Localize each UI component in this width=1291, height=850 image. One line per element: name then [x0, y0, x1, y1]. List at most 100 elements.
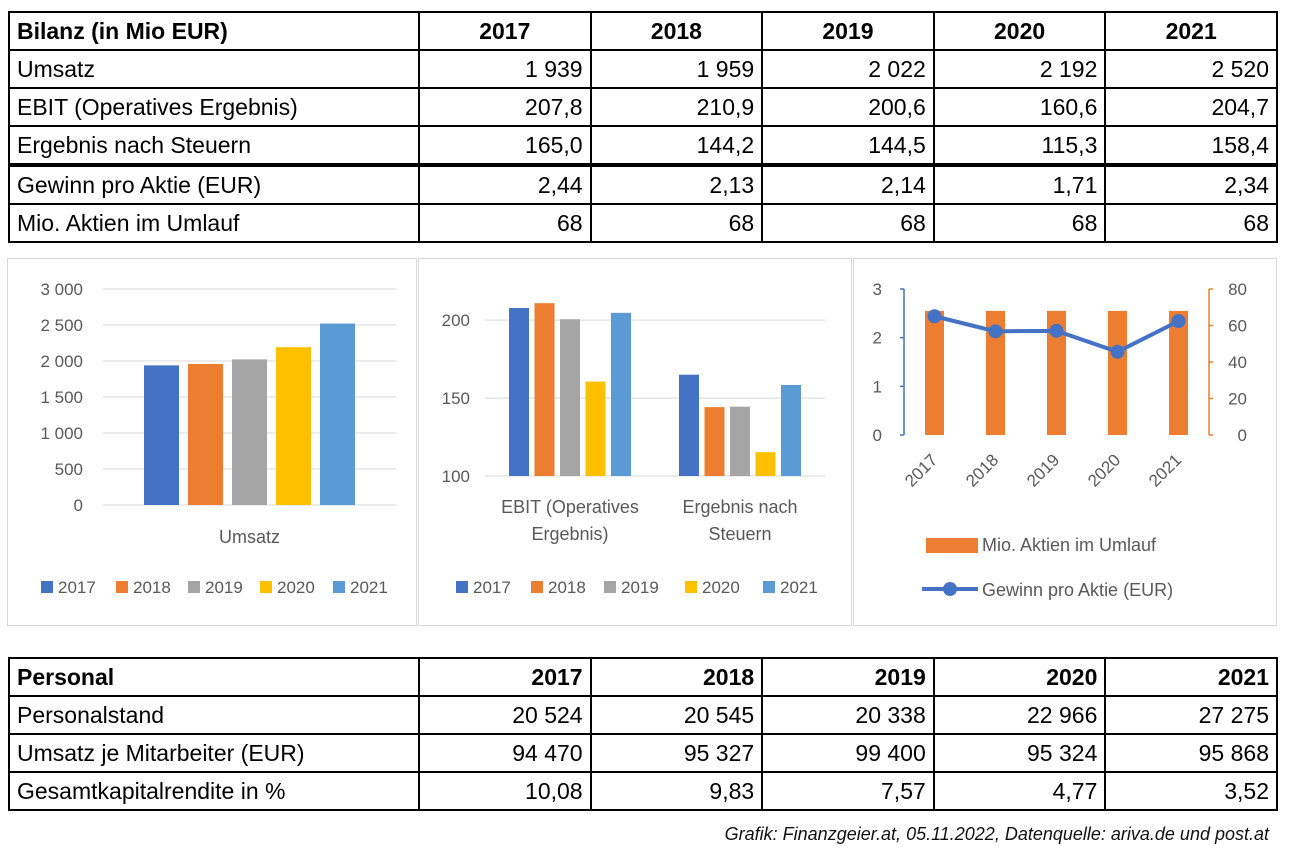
y-tick-label: 0: [1238, 426, 1247, 445]
table-row: EBIT (Operatives Ergebnis) 207,8 210,9 2…: [8, 87, 1278, 127]
y-tick-label: 80: [1228, 280, 1247, 299]
table-header-cell: 2021: [1104, 657, 1278, 697]
x-category-label: Ergebnis nach: [682, 497, 797, 517]
y-tick-label: 0: [873, 426, 882, 445]
table-cell: 68: [932, 203, 1107, 243]
table-cell: 10,08: [418, 771, 592, 811]
table-cell: 2,44: [418, 163, 592, 205]
y-tick-label: 1 000: [40, 424, 83, 443]
table-header-cell: 2017: [418, 11, 592, 51]
table-cell: 160,6: [932, 87, 1107, 127]
table-cell: 2 022: [761, 49, 935, 89]
legend-swatch: [456, 581, 468, 593]
table-cell: 200,6: [761, 87, 935, 127]
table-header-cell: 2020: [932, 11, 1107, 51]
table-header-cell: 2017: [418, 657, 592, 697]
table-cell: 1 939: [418, 49, 592, 89]
umsatz-chart-panel: 0 500 1 000 1 500 2 000 2 500 3 000 Umsatz 2017 2…: [7, 258, 417, 626]
bar: [1047, 310, 1066, 435]
x-tick-label: 2019: [1023, 450, 1063, 490]
x-tick-label: 2018: [962, 450, 1002, 490]
table-cell: 20 545: [589, 695, 764, 735]
table-cell: 2 520: [1104, 49, 1278, 89]
legend-swatch: [260, 581, 272, 593]
table-cell: 68: [418, 203, 592, 243]
bar: [232, 359, 267, 505]
bar: [730, 406, 750, 476]
legend-swatch: [685, 581, 697, 593]
legend-swatch: [763, 581, 775, 593]
legend-marker: [943, 582, 957, 596]
table-cell: 95 868: [1104, 733, 1278, 773]
table-cell: 95 324: [932, 733, 1107, 773]
table-header-row: Bilanz (in Mio EUR) 2017 2018 2019 2020 …: [8, 11, 1278, 51]
bar: [188, 363, 223, 505]
row-label: Personalstand: [8, 695, 420, 735]
table-cell: 68: [1104, 203, 1278, 243]
table-row: Personalstand 20 524 20 545 20 338 22 96…: [8, 695, 1278, 735]
y-tick-label: 150: [442, 389, 470, 408]
bar: [276, 347, 311, 505]
bar: [781, 384, 801, 476]
table-cell: 4,77: [932, 771, 1107, 811]
row-label: Umsatz: [8, 49, 420, 89]
x-tick-label: 2017: [901, 450, 941, 490]
table-cell: 3,52: [1104, 771, 1278, 811]
bar: [1108, 310, 1127, 435]
table-cell: 94 470: [418, 733, 592, 773]
table-cell: 144,2: [589, 125, 764, 166]
y-tick-label: 3 000: [40, 280, 83, 299]
line-point: [1049, 323, 1064, 338]
table-cell: 20 524: [418, 695, 592, 735]
bar: [925, 310, 944, 435]
table-header-cell: 2021: [1104, 11, 1278, 51]
line-point: [988, 324, 1003, 339]
line-point: [1110, 344, 1125, 359]
bar: [1169, 310, 1188, 435]
row-label: EBIT (Operatives Ergebnis): [8, 87, 420, 127]
legend-swatch: [926, 538, 978, 553]
legend-label: 2017: [58, 578, 96, 597]
table-cell: 2,34: [1104, 163, 1278, 205]
legend-label: 2020: [702, 578, 740, 597]
table-row: Gewinn pro Aktie (EUR) 2,44 2,13 2,14 1,…: [8, 163, 1278, 205]
table-header-cell: 2019: [761, 11, 935, 51]
ergebnis-chart-panel: 100 150 200 EBIT (Operatives Ergebnis) Ergebn…: [418, 258, 852, 626]
y-tick-label: 0: [74, 496, 83, 515]
table-cell: 1 959: [589, 49, 764, 89]
row-label: Gesamtkapitalrendite in %: [8, 771, 420, 811]
line-point: [927, 309, 942, 324]
legend-label: 2020: [277, 578, 315, 597]
legend-swatch: [333, 581, 345, 593]
table-cell: 68: [589, 203, 764, 243]
table-cell: 210,9: [589, 87, 764, 127]
bar: [704, 407, 725, 476]
y-tick-label: 200: [442, 311, 470, 330]
y-tick-label: 1 500: [40, 388, 83, 407]
aktien-chart-panel: 0 1 2 3 0 20 40 60 80 2017 2018 2019 2020 2021 Mio. Ak…: [853, 258, 1277, 626]
legend-swatch: [188, 581, 200, 593]
table-cell: 2,13: [589, 163, 764, 205]
row-label: Mio. Aktien im Umlauf: [8, 203, 420, 243]
table-cell: 158,4: [1104, 125, 1278, 166]
table-header-cell: 2018: [589, 657, 764, 697]
bar: [986, 310, 1005, 435]
legend-label: 2017: [473, 578, 511, 597]
table-header-cell: Personal: [8, 657, 420, 697]
table-row: Umsatz 1 939 1 959 2 022 2 192 2 520: [8, 49, 1278, 89]
legend-swatch: [116, 581, 128, 593]
bar: [509, 308, 529, 476]
table-cell: 115,3: [932, 125, 1107, 166]
table-cell: 207,8: [418, 87, 592, 127]
legend-swatch: [41, 581, 53, 593]
table-cell: 22 966: [932, 695, 1107, 735]
y-tick-label: 3: [873, 280, 882, 299]
y-tick-label: 60: [1228, 317, 1247, 336]
table-cell: 2 192: [932, 49, 1107, 89]
x-category-label: Steuern: [708, 524, 771, 544]
source-caption: Grafik: Finanzgeier.at, 05.11.2022, Date…: [724, 824, 1269, 844]
legend-label: Gewinn pro Aktie (EUR): [982, 580, 1173, 600]
table-cell: 99 400: [761, 733, 935, 773]
legend-label: Mio. Aktien im Umlauf: [982, 535, 1157, 555]
y-tick-label: 2: [873, 329, 882, 348]
